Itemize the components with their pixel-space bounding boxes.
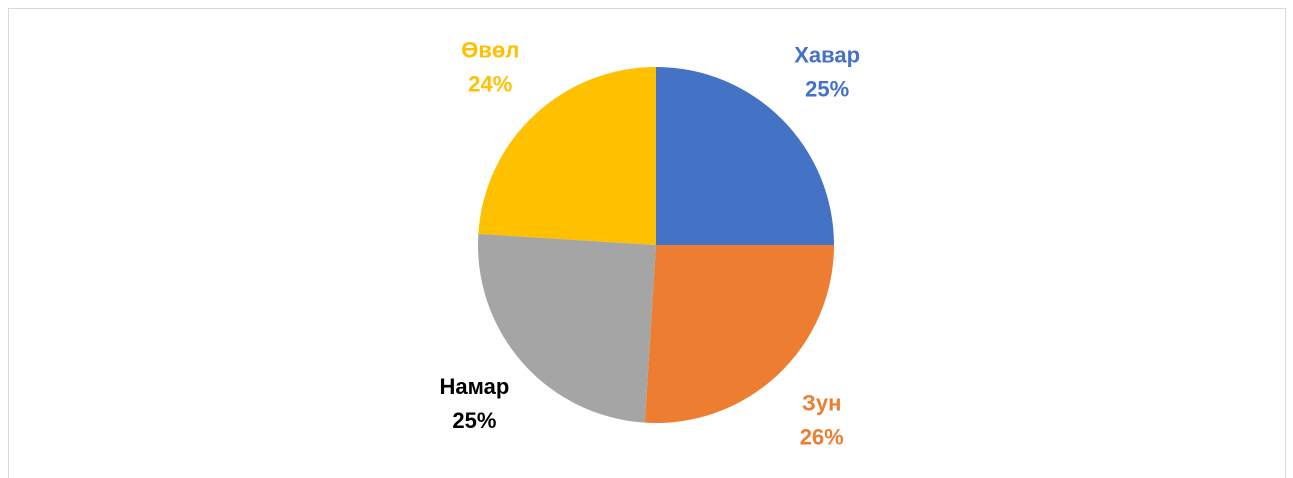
slice-label: Намар [440, 374, 510, 399]
pie-slice [656, 67, 834, 245]
data-label: 24% [468, 71, 512, 96]
chart-frame [8, 8, 1286, 478]
data-label: 25% [805, 77, 849, 102]
pie-slice [478, 67, 656, 245]
data-label: 25% [452, 408, 496, 433]
slice-label: Хавар [794, 43, 860, 68]
pie-slice [478, 233, 656, 423]
slice-label: Өвөл [461, 37, 519, 62]
slice-label: Зун [802, 390, 841, 415]
pie-slice [644, 245, 834, 423]
data-label: 26% [800, 424, 844, 449]
